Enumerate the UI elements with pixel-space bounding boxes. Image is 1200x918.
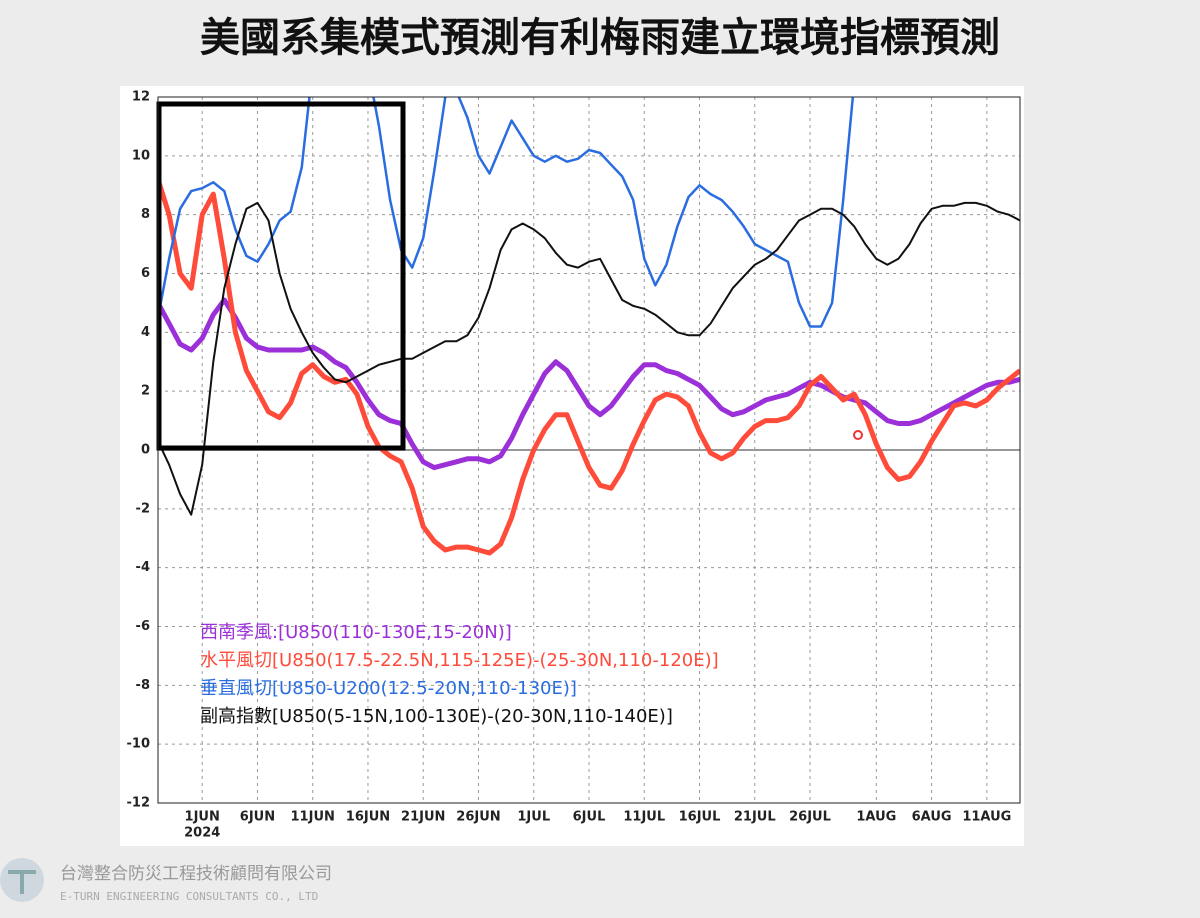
x-tick-label: 1AUG bbox=[856, 810, 896, 825]
y-tick-label: -10 bbox=[127, 737, 151, 752]
x-tick-label: 26JUL bbox=[789, 810, 831, 825]
plot bbox=[158, 97, 1020, 556]
highlight-box bbox=[156, 101, 406, 451]
legend-entry: 副高指數[U850(5-15N,100-130E)-(20-30N,110-14… bbox=[200, 706, 673, 727]
y-tick-label: 2 bbox=[141, 384, 150, 399]
y-tick-label: -2 bbox=[136, 501, 150, 516]
x-tick-label: 11JUL bbox=[623, 810, 665, 825]
x-tick-label: 6AUG bbox=[912, 810, 952, 825]
y-tick-label: -6 bbox=[136, 619, 150, 634]
x-tick-label: 1JUN bbox=[185, 810, 220, 825]
y-tick-label: 12 bbox=[132, 90, 150, 105]
legend: 西南季風:[U850(110-130E,15-20N)] 水平風切[U850(17… bbox=[200, 622, 719, 727]
x-tick-label: 16JUN bbox=[346, 810, 390, 825]
company-name-en: E-TURN ENGINEERING CONSULTANTS CO., LTD bbox=[60, 890, 318, 903]
y-tick-label: 6 bbox=[141, 266, 150, 281]
series-line bbox=[158, 201, 1020, 516]
y-tick-label: 4 bbox=[141, 325, 150, 340]
company-name: 台灣整合防災工程技術顧問有限公司 bbox=[60, 864, 332, 884]
x-tick-label: 1JUL bbox=[517, 810, 550, 825]
series-line bbox=[158, 97, 855, 328]
legend-entry: 垂直風切[U850-U200(12.5-20N,110-130E)] bbox=[200, 678, 577, 699]
y-tick-label: -8 bbox=[136, 678, 150, 693]
x-tick-label: 16JUL bbox=[679, 810, 721, 825]
y-tick-label: 10 bbox=[132, 148, 150, 163]
x-tick-label: 21JUN bbox=[401, 810, 445, 825]
x-tick-label: 26JUN bbox=[456, 810, 500, 825]
series-line bbox=[158, 178, 1020, 556]
logo bbox=[0, 858, 44, 902]
y-tick-label: -12 bbox=[127, 796, 151, 811]
slide-title: 美國系集模式預測有利梅雨建立環境指標預測 bbox=[200, 15, 1000, 61]
x-tick-label: 11JUN bbox=[291, 810, 335, 825]
x-sublabel: 2024 bbox=[184, 826, 220, 841]
legend-entry: 水平風切[U850(17.5-22.5N,115-125E)-(25-30N,1… bbox=[200, 650, 719, 671]
y-tick-label: 0 bbox=[141, 443, 150, 458]
y-tick-label: -4 bbox=[136, 560, 150, 575]
y-tick-label: 8 bbox=[141, 207, 150, 222]
legend-entry: 西南季風:[U850(110-130E,15-20N)] bbox=[200, 622, 512, 643]
pointer-dot bbox=[853, 430, 863, 440]
plot-frame bbox=[157, 96, 1021, 804]
x-tick-label: 6JUN bbox=[240, 810, 275, 825]
chart-panel bbox=[120, 86, 1024, 846]
x-tick-label: 6JUL bbox=[573, 810, 606, 825]
series-line bbox=[158, 297, 1020, 471]
x-tick-label: 21JUL bbox=[734, 810, 776, 825]
x-tick-label: 11AUG bbox=[962, 810, 1011, 825]
